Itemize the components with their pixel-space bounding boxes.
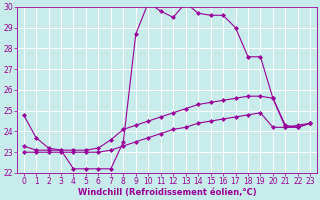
X-axis label: Windchill (Refroidissement éolien,°C): Windchill (Refroidissement éolien,°C) xyxy=(78,188,256,197)
